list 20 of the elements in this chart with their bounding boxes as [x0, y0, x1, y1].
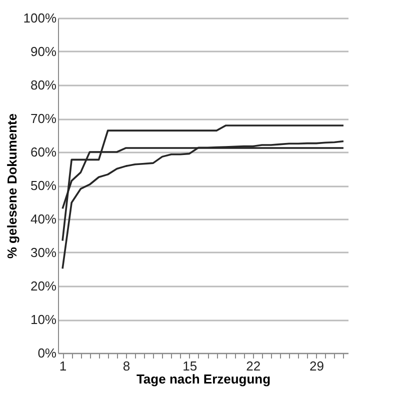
- y-tick-label: 60%: [30, 144, 57, 160]
- y-tick-label: 40%: [30, 212, 57, 226]
- y-tick-label: 100%: [23, 10, 57, 26]
- y-tick-label: 20%: [30, 278, 57, 294]
- y-axis-title: % gelesene Dokumente: [4, 113, 20, 259]
- x-tick-label: 15: [182, 358, 198, 374]
- y-tick-label: 80%: [30, 78, 57, 92]
- y-tick-label: 0%: [38, 346, 57, 360]
- x-tick-label: 29: [310, 358, 324, 374]
- x-tick-label: 22: [246, 358, 261, 374]
- x-tick-label: 1: [59, 358, 67, 374]
- y-tick-label: 30%: [30, 245, 57, 260]
- x-tick-label: 8: [122, 358, 130, 374]
- x-axis-title: Tage nach Erzeugung: [136, 372, 271, 386]
- line-series: [62, 140, 344, 270]
- line-series: [62, 124, 344, 242]
- y-tick-label: 50%: [30, 178, 57, 193]
- y-tick-label: 10%: [30, 312, 57, 327]
- y-tick-label: 90%: [30, 44, 57, 59]
- y-tick-label: 70%: [30, 111, 57, 126]
